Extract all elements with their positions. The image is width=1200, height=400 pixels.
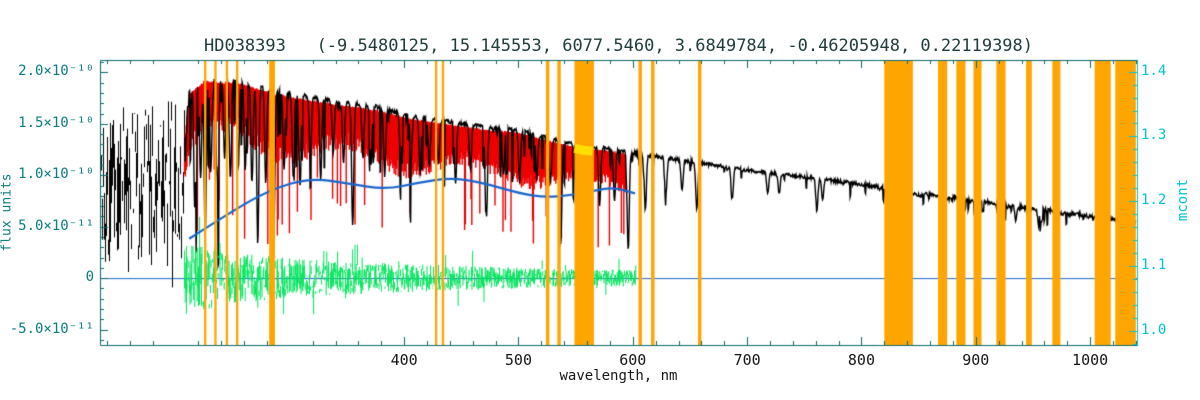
y-right-tick-label: 1.0 — [1141, 321, 1167, 338]
x-tick-label: 700 — [733, 351, 761, 369]
y-left-tick-label: 1.0×10⁻¹⁰ — [18, 166, 94, 183]
x-tick-label: 1000 — [1072, 351, 1109, 369]
y-left-tick-label: -5.0×10⁻¹¹ — [9, 320, 94, 337]
x-axis-label: wavelength, nm — [559, 368, 678, 384]
y-left-tick-label: 5.0×10⁻¹¹ — [18, 217, 94, 234]
y-axis-right-label: mcont — [1175, 178, 1191, 222]
y-left-tick-label: 2.0×10⁻¹⁰ — [18, 63, 94, 80]
y-left-tick-label: 1.5×10⁻¹⁰ — [18, 114, 94, 131]
x-tick-label: 400 — [390, 351, 418, 369]
x-tick-label: 900 — [962, 351, 990, 369]
y-left-tick-label: 0 — [85, 269, 94, 286]
plot-title: HD038393 (-9.5480125, 15.145553, 6077.54… — [203, 36, 1034, 56]
x-tick-label: 800 — [847, 351, 875, 369]
x-tick-label: 600 — [619, 351, 647, 369]
x-tick-label: 500 — [504, 351, 532, 369]
y-right-tick-label: 1.3 — [1141, 127, 1167, 144]
y-right-tick-label: 1.4 — [1141, 62, 1167, 79]
y-right-tick-label: 1.1 — [1141, 256, 1167, 273]
y-right-tick-label: 1.2 — [1141, 192, 1167, 209]
